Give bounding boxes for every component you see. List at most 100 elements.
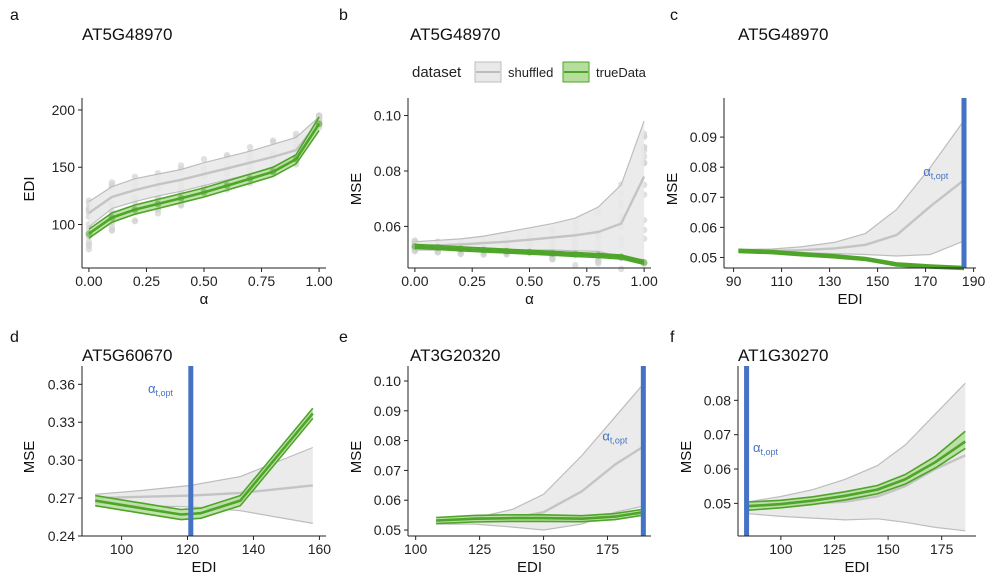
panel-a-x-tick-label: 1.00 xyxy=(305,273,332,289)
legend-key-shuffled: shuffled xyxy=(474,61,553,83)
panel-e-x-tick-label: 150 xyxy=(532,541,556,557)
panel-d-y-title: MSE xyxy=(21,441,38,474)
legend-key-truedata: trueData xyxy=(562,61,647,83)
panel-a-mean-point xyxy=(108,214,116,222)
panel-a-mean-point xyxy=(269,168,277,176)
panel-c-upper-shuffled xyxy=(738,120,965,251)
panel-d-alpha-opt-main: α xyxy=(148,381,156,396)
panel-c-x-tick-label: 90 xyxy=(726,273,742,289)
panel-e-y-title: MSE xyxy=(348,441,365,474)
panel-a-point xyxy=(85,241,93,248)
panel-e-y-tick-label: 0.06 xyxy=(374,492,401,508)
panel-f-y-tick-label: 0.08 xyxy=(704,392,731,408)
panel-a-mean-point xyxy=(200,189,208,196)
panel-b-x-tick-label: 0.25 xyxy=(459,273,486,289)
panel-c-y-tick-label: 0.06 xyxy=(690,219,717,235)
panel-b-x-tick-label: 1.00 xyxy=(630,273,657,289)
panel-b-y-tick-label: 0.10 xyxy=(374,108,401,124)
panel-c-x-tick-label: 130 xyxy=(818,273,842,289)
panel-a-mean-point xyxy=(177,194,185,202)
panel-e-line-trueData xyxy=(436,510,644,522)
panel-e-x-tick-label: 100 xyxy=(404,541,428,557)
panel-a-y-tick-label: 150 xyxy=(52,159,76,175)
panel-a-mean-point xyxy=(85,230,93,238)
panel-f-x-tick-label: 175 xyxy=(930,541,954,557)
panel-c-y-tick-label: 0.09 xyxy=(690,129,717,145)
legend: dataset shuffled trueData xyxy=(412,61,647,83)
panel-e-alpha-opt-main: α xyxy=(602,429,610,444)
panel-c-alpha-opt-label: αt,opt xyxy=(923,164,949,181)
panel-f-upper-trueData xyxy=(748,430,966,503)
panel-a: a AT5G48970 0.00 0.25 0.50 0.75 1.00 100 150 200 α… xyxy=(10,7,333,308)
panel-f-alpha-opt-main: α xyxy=(753,440,761,455)
panel-d-alpha-opt-label: αt,opt xyxy=(148,381,174,398)
panel-b-y-tick-label: 0.06 xyxy=(374,218,401,234)
panel-f-upper-shuffled xyxy=(748,382,966,503)
legend-title: dataset xyxy=(412,64,462,81)
panel-e-lower-trueData xyxy=(436,514,644,525)
panel-b-y-title: MSE xyxy=(348,173,365,206)
panel-a-y-tick-label: 200 xyxy=(52,102,76,118)
panel-b-letter: b xyxy=(339,7,348,24)
panel-b-mean-point xyxy=(594,252,602,259)
legend-label-truedata: trueData xyxy=(596,65,647,80)
panel-c-x-title: EDI xyxy=(837,291,862,308)
panel-a-upper-shuffled xyxy=(88,116,320,203)
panel-a-mean-point xyxy=(315,120,323,128)
panel-b-upper-shuffled xyxy=(414,120,645,243)
panel-c-line-trueData xyxy=(738,249,965,270)
panel-d-title: AT5G60670 xyxy=(82,346,172,365)
legend-label-shuffled: shuffled xyxy=(508,65,553,80)
panel-c-title: AT5G48970 xyxy=(738,25,828,44)
panel-e: e AT3G20320 αt,opt 100 125 150 175 0.05 0.06 0.07… xyxy=(339,329,651,576)
panel-a-x-tick-label: 0.75 xyxy=(248,273,275,289)
panel-f: f AT1G30270 αt,opt 100 125 150 175 0.05 0.06 0.07… xyxy=(670,329,976,576)
panel-c-band-shuffled xyxy=(738,120,964,256)
panel-f-letter: f xyxy=(670,329,675,346)
panel-e-y-tick-label: 0.05 xyxy=(374,522,401,538)
panel-e-lower-shuffled xyxy=(436,505,644,531)
panel-c-x-tick-label: 190 xyxy=(962,273,986,289)
panel-b-mean-point xyxy=(480,246,488,254)
panel-f-x-title: EDI xyxy=(844,559,869,576)
panel-d-y-tick-label: 0.33 xyxy=(48,414,75,430)
panel-e-alpha-opt-sub: t,opt xyxy=(610,436,628,446)
panel-d-letter: d xyxy=(10,329,19,346)
panel-b-y-tick-label: 0.08 xyxy=(374,163,401,179)
panel-d-x-title: EDI xyxy=(191,559,216,576)
panel-a-mean-point xyxy=(292,155,300,163)
panel-c-x-tick-label: 110 xyxy=(770,273,793,289)
panel-f-line-trueData xyxy=(748,440,967,508)
panel-b-mean-point xyxy=(640,259,648,266)
panel-a-letter: a xyxy=(10,7,19,24)
panel-c-letter: c xyxy=(670,7,678,24)
panel-e-title: AT3G20320 xyxy=(410,346,500,365)
panel-a-point xyxy=(315,112,323,119)
panel-e-x-tick-label: 125 xyxy=(468,541,492,557)
panel-c-upper-trueData xyxy=(738,248,965,268)
panel-f-x-tick-label: 100 xyxy=(769,541,793,557)
panel-b-mean-point xyxy=(411,242,419,250)
panel-e-x-tick-label: 175 xyxy=(596,541,620,557)
panel-a-lower-trueData xyxy=(88,130,320,239)
panel-a-upper-trueData xyxy=(88,116,320,230)
panel-e-alpha-opt-label: αt,opt xyxy=(602,429,628,446)
panel-a-mean-point xyxy=(223,182,231,189)
panel-a-title: AT5G48970 xyxy=(82,25,172,44)
panel-e-y-tick-label: 0.07 xyxy=(374,462,401,478)
panel-f-y-title: MSE xyxy=(678,441,695,474)
panel-b-mean-point xyxy=(434,244,442,251)
panel-e-band-trueData xyxy=(436,509,644,524)
panel-b-mean-point xyxy=(549,249,556,257)
panel-a-x-tick-label: 0.00 xyxy=(75,273,102,289)
panel-f-x-tick-label: 125 xyxy=(823,541,847,557)
panel-d-y-tick-label: 0.36 xyxy=(48,376,75,392)
panel-a-mean-point xyxy=(246,175,254,183)
panel-b-mean-point xyxy=(503,247,510,255)
panel-a-point xyxy=(177,162,185,169)
panel-b-band-shuffled xyxy=(414,121,645,260)
panel-a-point xyxy=(200,155,208,163)
panel-f-alpha-opt-label: αt,opt xyxy=(753,440,779,457)
panel-d-x-tick-label: 120 xyxy=(176,541,200,557)
panel-e-y-tick-label: 0.08 xyxy=(374,433,401,449)
